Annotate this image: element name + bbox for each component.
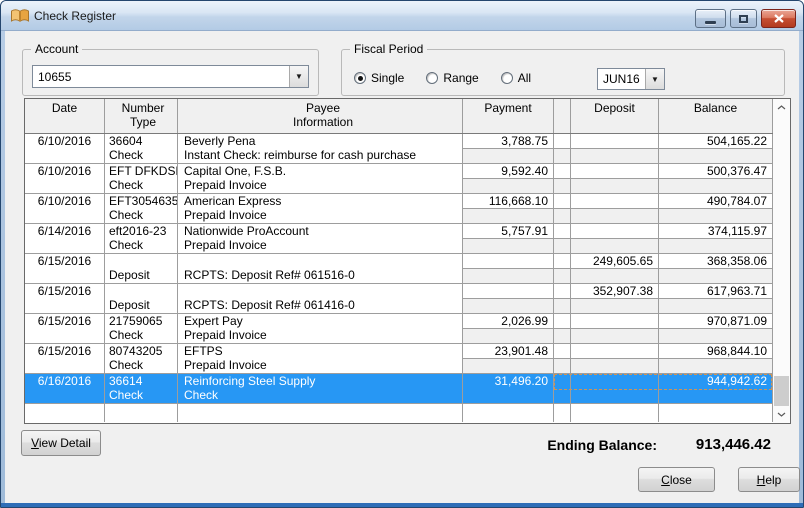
header-payment: Payment	[463, 99, 554, 133]
dialog-client-area: Account 10655 ▼ Fiscal Period Single Ran…	[5, 31, 800, 503]
radio-all[interactable]: All	[500, 71, 532, 85]
header-date: Date	[25, 99, 105, 133]
fiscal-period-radio-group: Single Range All	[354, 71, 553, 85]
maximize-button[interactable]	[730, 9, 757, 28]
vertical-scrollbar[interactable]	[773, 99, 790, 423]
table-row[interactable]: 6/15/2016 80743205 Check EFTPS Prepaid Inv…	[25, 344, 790, 374]
table-row[interactable]: 6/15/2016 Deposit RCPTS: Deposit Ref# 06…	[25, 254, 790, 284]
account-group-label: Account	[31, 42, 83, 56]
close-window-button[interactable]	[761, 9, 796, 28]
help-button[interactable]: Help	[738, 467, 800, 492]
scrollbar-thumb[interactable]	[774, 376, 789, 406]
radio-single[interactable]: Single	[354, 71, 404, 85]
maximize-icon	[739, 14, 748, 23]
view-detail-button[interactable]: View Detail	[21, 430, 101, 456]
close-icon	[773, 14, 784, 23]
ending-balance-label: Ending Balance:	[547, 437, 657, 453]
scroll-down-button[interactable]	[773, 406, 790, 423]
fiscal-period-group-label: Fiscal Period	[350, 42, 428, 56]
window-frame-left	[1, 31, 5, 503]
radio-range-label: Range	[443, 71, 479, 85]
scroll-up-button[interactable]	[773, 99, 790, 116]
table-row[interactable]: 6/10/2016 EFT DFKDSD Check Capital One, F…	[25, 164, 790, 194]
account-value: 10655	[38, 69, 72, 84]
window-title: Check Register	[34, 9, 117, 23]
close-button[interactable]: Close	[638, 467, 715, 492]
check-register-book-icon	[10, 8, 30, 27]
chevron-down-icon	[777, 412, 786, 417]
table-row[interactable]: 6/10/2016 EFT30546354 Check American Expr…	[25, 194, 790, 224]
table-row[interactable]: 6/15/2016 Deposit RCPTS: Deposit Ref# 06…	[25, 284, 790, 314]
fiscal-period-value: JUN16	[603, 72, 640, 86]
minimize-icon	[705, 20, 716, 24]
header-number-type: Number Type	[105, 99, 178, 133]
table-empty-row	[25, 404, 790, 422]
radio-range[interactable]: Range	[426, 71, 479, 85]
account-combobox[interactable]: 10655 ▼	[32, 65, 309, 88]
radio-unselected-icon	[500, 72, 513, 84]
titlebar[interactable]: Check Register	[1, 1, 803, 31]
check-register-table: Date Number Type Payee Information Payment…	[24, 98, 791, 424]
account-groupbox: Account 10655 ▼	[22, 42, 319, 96]
chevron-down-icon[interactable]: ▼	[645, 69, 664, 89]
header-payee-information: Payee Information	[178, 99, 463, 133]
table-row[interactable]: 6/14/2016 eft2016-23 Check Nationwide Pro…	[25, 224, 790, 254]
radio-unselected-icon	[426, 72, 439, 84]
window-frame-bottom	[1, 503, 803, 507]
header-balance: Balance	[659, 99, 773, 133]
fiscal-period-groupbox: Fiscal Period Single Range All JUN16 ▼	[341, 42, 785, 96]
header-deposit: Deposit	[571, 99, 659, 133]
header-cleared	[554, 99, 571, 133]
table-row[interactable]: 6/10/2016 36604 Check Beverly Pena Instant…	[25, 134, 790, 164]
table-row-selected[interactable]: 6/16/2016 36614 Check Reinforcing Steel S…	[25, 374, 790, 404]
chevron-down-icon[interactable]: ▼	[289, 66, 308, 87]
radio-single-label: Single	[371, 71, 405, 85]
radio-all-label: All	[517, 71, 532, 85]
ending-balance-value: 913,446.42	[695, 436, 771, 453]
table-row[interactable]: 6/15/2016 21759065 Check Expert Pay Prepai…	[25, 314, 790, 344]
minimize-button[interactable]	[695, 9, 726, 28]
chevron-up-icon	[777, 105, 786, 110]
table-header-row: Date Number Type Payee Information Payment…	[25, 99, 790, 134]
radio-selected-icon	[354, 72, 366, 84]
fiscal-period-combobox[interactable]: JUN16 ▼	[597, 68, 665, 90]
window-frame-right	[799, 31, 803, 503]
